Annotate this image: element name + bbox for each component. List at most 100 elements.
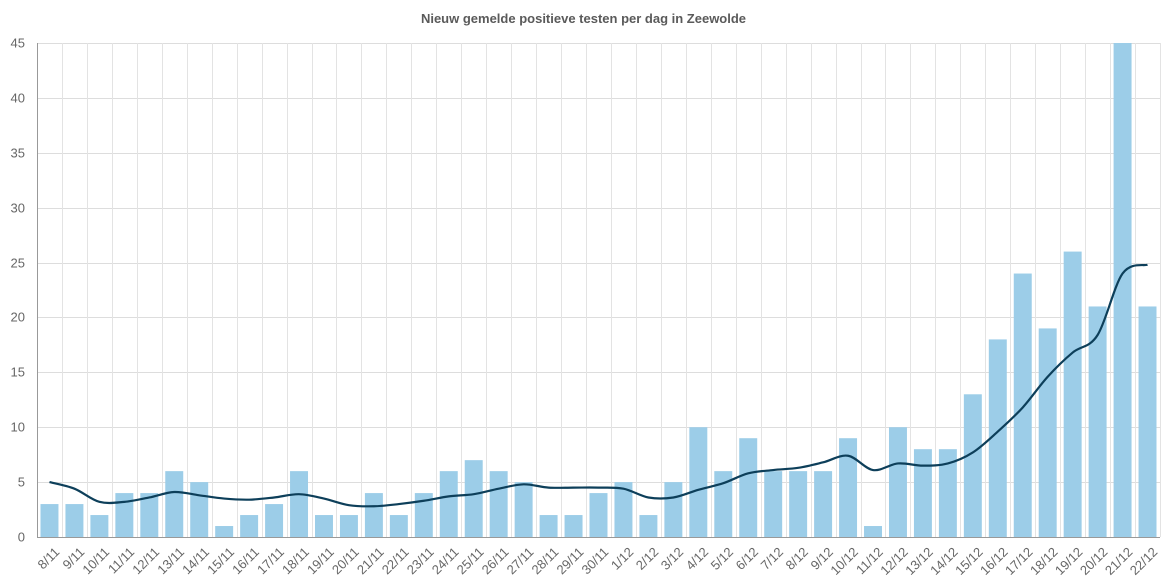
bar [864,526,882,537]
bar [389,515,408,537]
x-tick-label: 12/12 [877,544,911,578]
x-tick-label: 6/12 [733,544,762,573]
bar [215,526,234,537]
bar [489,471,508,537]
x-tick-label: 18/11 [279,544,312,577]
y-tick-label: 40 [11,91,25,106]
bar [514,482,533,537]
bar [913,449,932,537]
x-tick-label: 4/12 [683,544,712,573]
x-tick-label: 14/11 [179,544,212,577]
y-tick-label: 30 [11,201,25,216]
x-tick-label: 15/12 [952,544,986,578]
bar [1063,251,1082,538]
x-tick-label: 22/11 [379,544,412,577]
x-tick-label: 16/12 [977,544,1011,578]
bar [564,515,583,537]
bar [764,471,783,537]
x-tick-label: 23/11 [404,544,437,577]
x-tick-label: 14/12 [927,544,961,578]
x-tick-label: 26/11 [479,544,512,577]
y-tick-label: 25 [11,256,25,271]
bar [315,515,333,537]
bar [589,493,608,537]
bar [40,504,59,537]
x-tick-label: 12/11 [129,544,162,577]
x-tick-label: 19/12 [1052,544,1086,578]
x-tick-label: 28/11 [529,544,562,577]
y-tick-label: 35 [11,146,25,161]
x-tick-label: 10/12 [827,544,861,578]
x-tick-label: 29/11 [554,544,587,577]
trend-line [49,263,1148,508]
bar [614,482,633,537]
y-tick-label: 45 [11,36,25,51]
x-tick-label: 22/12 [1127,544,1161,578]
x-tick-label: 20/11 [329,544,362,577]
bar [789,471,808,537]
bar-series [40,43,1157,538]
x-tick-label: 25/11 [454,544,487,577]
x-tick-label: 15/11 [204,544,237,577]
bar [240,515,259,537]
bar [339,515,358,537]
x-tick-label: 13/11 [154,544,187,577]
y-tick-label: 20 [11,310,25,325]
x-tick-label: 5/12 [708,544,737,573]
x-tick-label: 24/11 [429,544,462,577]
bar [414,493,433,537]
bar [988,339,1007,537]
bar [464,460,483,537]
x-tick-label: 17/12 [1002,544,1036,578]
x-tick-label: 21/11 [354,544,387,577]
x-tick-label: 8/12 [783,544,812,573]
bar [115,493,134,537]
x-tick-label: 17/11 [254,544,287,577]
bar [364,493,383,537]
bar [714,471,733,537]
y-tick-label: 10 [11,420,25,435]
bar [1113,43,1132,537]
bar [165,471,184,537]
bar [539,515,558,537]
x-tick-label: 20/12 [1077,544,1111,578]
bar [888,427,907,537]
bar [140,493,159,537]
bar [1038,328,1057,537]
bar [739,438,758,537]
bar [814,471,833,537]
bar [664,482,683,537]
bar [190,482,209,537]
bar [65,504,84,537]
axes [37,43,1160,538]
bar [839,438,858,537]
bar [938,449,957,537]
bar [639,515,658,537]
x-tick-label: 16/11 [229,544,262,577]
y-tick-label: 5 [18,475,25,490]
x-tick-label: 13/12 [902,544,936,578]
x-tick-label: 7/12 [758,544,787,573]
x-tick-label: 10/11 [79,544,112,577]
bar [90,515,109,537]
bar [265,504,284,537]
y-tick-label: 0 [18,530,25,545]
x-tick-label: 1/12 [608,544,637,573]
x-tick-label: 21/12 [1102,544,1136,578]
bar [1013,273,1032,537]
x-tick-label: 8/11 [35,544,63,572]
x-tick-label: 19/11 [304,544,337,577]
x-tick-label: 11/11 [105,544,137,576]
chart-title: Nieuw gemelde positieve testen per dag i… [420,11,747,26]
y-tick-label: 15 [11,365,25,380]
x-tick-label: 3/12 [658,544,687,573]
bar [290,471,309,537]
x-tick-label: 27/11 [504,544,537,577]
bar [1138,306,1157,537]
bar [439,471,458,537]
trend-line-series [49,263,1148,508]
bar [1088,306,1107,537]
bar [689,427,708,537]
x-tick-label: 2/12 [633,544,662,573]
